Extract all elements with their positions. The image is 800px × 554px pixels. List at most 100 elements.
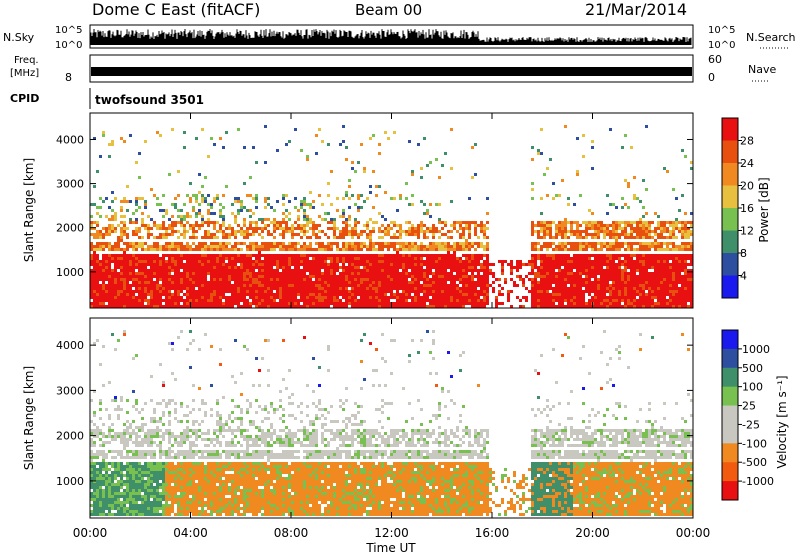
heatmap-cell (90, 221, 93, 224)
heatmap-cell (141, 281, 144, 284)
heatmap-cell (201, 260, 204, 263)
heatmap-cell (90, 242, 93, 245)
heatmap-cell (459, 233, 462, 236)
heatmap-cell (510, 272, 513, 275)
heatmap-cell (246, 305, 249, 308)
heatmap-cell (453, 278, 456, 281)
heatmap-cell (162, 227, 165, 230)
heatmap-cell (549, 242, 552, 245)
heatmap-cell (255, 302, 258, 305)
heatmap-cell (276, 254, 279, 257)
heatmap-cell (342, 221, 345, 224)
heatmap-cell (411, 260, 414, 263)
heatmap-cell (306, 215, 309, 218)
heatmap-cell (303, 305, 306, 308)
heatmap-cell (207, 233, 210, 236)
heatmap-cell (231, 302, 234, 305)
heatmap-cell (102, 296, 105, 299)
heatmap-cell (228, 224, 231, 227)
heatmap-cell (198, 302, 201, 305)
heatmap-cell (150, 245, 153, 248)
heatmap-cell (438, 221, 441, 224)
heatmap-cell (432, 266, 435, 269)
heatmap-cell (594, 269, 597, 272)
heatmap-cell (138, 302, 141, 305)
heatmap-cell (105, 197, 108, 200)
heatmap-cell (357, 161, 360, 164)
heatmap-cell (306, 296, 309, 299)
heatmap-cell (207, 245, 210, 248)
heatmap-cell (306, 218, 309, 221)
heatmap-cell (273, 236, 276, 239)
heatmap-cell (159, 260, 162, 263)
heatmap-cell (237, 260, 240, 263)
heatmap-cell (423, 278, 426, 281)
heatmap-cell (369, 269, 372, 272)
heatmap-cell (117, 284, 120, 287)
heatmap-cell (225, 131, 228, 134)
heatmap-cell (234, 272, 237, 275)
heatmap-cell (522, 278, 525, 281)
heatmap-cell (138, 290, 141, 293)
heatmap-cell (450, 302, 453, 305)
heatmap-cell (324, 284, 327, 287)
heatmap-cell (387, 260, 390, 263)
heatmap-cell (180, 245, 183, 248)
heatmap-cell (120, 260, 123, 263)
heatmap-cell (111, 260, 114, 263)
heatmap-cell (540, 257, 543, 260)
nave-label: Nave (748, 63, 776, 76)
heatmap-cell (216, 197, 219, 200)
heatmap-cell (300, 260, 303, 263)
heatmap-cell (141, 293, 144, 296)
heatmap-cell (288, 272, 291, 275)
heatmap-cell (162, 287, 165, 290)
heatmap-cell (90, 203, 93, 206)
heatmap-cell (183, 281, 186, 284)
heatmap-cell (561, 233, 564, 236)
heatmap-cell (327, 272, 330, 275)
heatmap-cell (105, 269, 108, 272)
heatmap-cell (414, 245, 417, 248)
heatmap-cell (348, 257, 351, 260)
heatmap-cell (474, 293, 477, 296)
heatmap-cell (228, 269, 231, 272)
heatmap-cell (423, 287, 426, 290)
heatmap-cell (435, 263, 438, 266)
heatmap-cell (255, 290, 258, 293)
heatmap-cell (114, 245, 117, 248)
heatmap-cell (120, 290, 123, 293)
heatmap-cell (429, 254, 432, 257)
heatmap-cell (264, 281, 267, 284)
heatmap-cell (393, 221, 396, 224)
heatmap-cell (537, 242, 540, 245)
heatmap-cell (465, 245, 468, 248)
heatmap-cell (303, 302, 306, 305)
heatmap-cell (366, 263, 369, 266)
heatmap-cell (126, 227, 129, 230)
heatmap-cell (249, 194, 252, 197)
heatmap-cell (567, 296, 570, 299)
heatmap-cell (288, 257, 291, 260)
heatmap-cell (198, 290, 201, 293)
heatmap-cell (126, 236, 129, 239)
heatmap-cell (453, 299, 456, 302)
heatmap-cell (108, 206, 111, 209)
heatmap-cell (138, 296, 141, 299)
heatmap-cell (420, 254, 423, 257)
heatmap-cell (105, 245, 108, 248)
heatmap-cell (543, 254, 546, 257)
heatmap-cell (120, 227, 123, 230)
heatmap-cell (228, 260, 231, 263)
heatmap-cell (318, 128, 321, 131)
heatmap-cell (345, 305, 348, 308)
heatmap-cell (144, 254, 147, 257)
heatmap-cell (594, 302, 597, 305)
heatmap-cell (168, 224, 171, 227)
heatmap-cell (525, 299, 528, 302)
heatmap-cell (228, 275, 231, 278)
heatmap-cell (474, 305, 477, 308)
heatmap-cell (375, 194, 378, 197)
heatmap-cell (234, 215, 237, 218)
heatmap-cell (411, 272, 414, 275)
